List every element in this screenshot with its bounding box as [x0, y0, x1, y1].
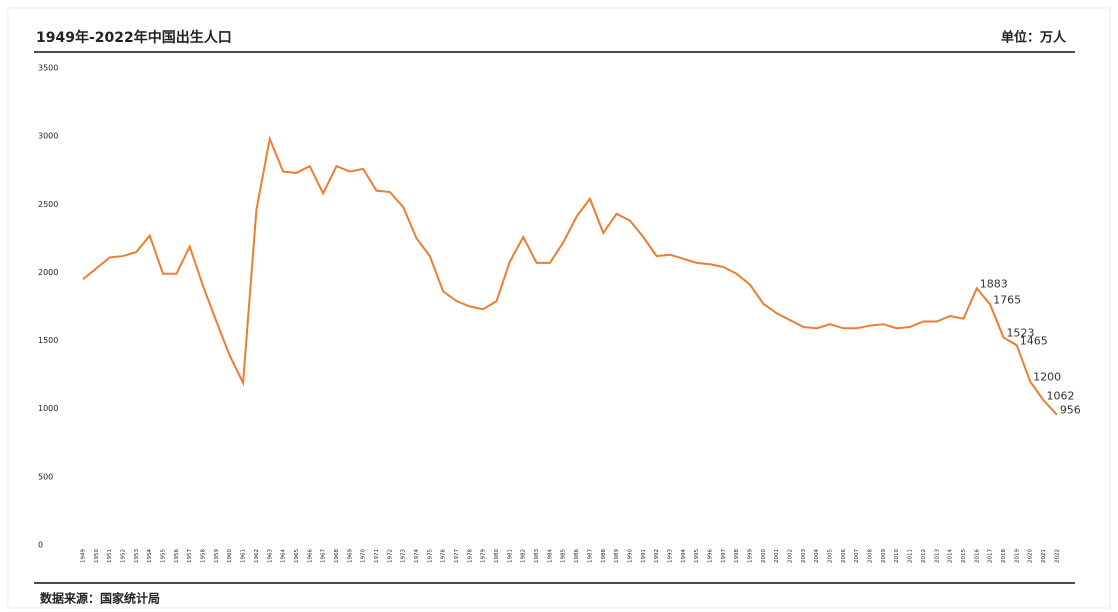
x-tick-label: 1996	[707, 549, 713, 563]
x-tick-label: 1952	[121, 549, 127, 563]
x-tick-label: 2005	[828, 549, 834, 563]
x-tick-label: 2020	[1028, 549, 1034, 563]
x-tick-label: 2021	[1041, 549, 1047, 563]
x-tick-label: 1972	[387, 549, 393, 563]
x-tick-label: 1995	[694, 549, 700, 563]
x-tick-label: 1970	[361, 549, 367, 563]
x-tick-label: 1988	[601, 549, 607, 563]
x-tick-label: 1960	[227, 549, 233, 563]
x-tick-label: 1978	[467, 549, 473, 563]
x-tick-label: 1961	[241, 549, 247, 563]
unit-label: 单位：万人	[1001, 30, 1067, 46]
x-tick-label: 1957	[187, 549, 193, 563]
x-tick-label: 1967	[321, 549, 327, 563]
x-tick-label: 1964	[281, 549, 287, 563]
x-tick-label: 2008	[868, 549, 874, 563]
y-tick-label: 1000	[38, 404, 58, 413]
x-tick-label: 1997	[721, 549, 727, 563]
x-tick-label: 1983	[534, 549, 540, 563]
y-tick-label: 3000	[38, 132, 58, 141]
x-tick-label: 1962	[254, 549, 260, 563]
x-tick-label: 1993	[667, 549, 673, 563]
x-tick-label: 1982	[521, 549, 527, 563]
x-tick-label: 2016	[974, 549, 980, 563]
x-tick-label: 1966	[307, 549, 313, 563]
x-tick-label: 1963	[267, 549, 273, 563]
x-tick-label: 1980	[494, 549, 500, 563]
x-tick-label: 1973	[401, 549, 407, 563]
data-label: 1062	[1046, 389, 1074, 402]
x-tick-label: 1969	[347, 549, 353, 563]
chart-title: 1949年-2022年中国出生人口	[36, 29, 232, 46]
x-tick-label: 1985	[561, 549, 567, 563]
x-tick-label: 1959	[214, 549, 220, 563]
x-tick-label: 2004	[814, 549, 820, 563]
x-tick-label: 2006	[841, 549, 847, 563]
x-tick-label: 1984	[547, 549, 553, 563]
frame	[7, 7, 1111, 609]
x-tick-label: 1999	[748, 549, 754, 563]
x-tick-label: 1989	[614, 549, 620, 563]
y-tick-label: 500	[38, 472, 53, 481]
x-tick-label: 2003	[801, 549, 807, 563]
x-tick-label: 2014	[948, 549, 954, 563]
x-tick-label: 1990	[627, 549, 633, 563]
x-tick-label: 1955	[161, 549, 167, 563]
x-tick-label: 2013	[934, 549, 940, 563]
x-tick-label: 2017	[988, 549, 994, 563]
x-tick-label: 1994	[681, 549, 687, 563]
x-tick-label: 2000	[761, 549, 767, 563]
data-label: 1523	[1006, 326, 1034, 339]
line-series	[82, 135, 1058, 416]
y-tick-label: 2000	[38, 268, 58, 277]
x-tick-label: 1986	[574, 549, 580, 563]
x-tick-label: 1991	[641, 549, 647, 563]
x-tick-label: 1956	[174, 549, 180, 563]
x-tick-label: 1953	[134, 549, 140, 563]
x-tick-label: 1968	[334, 549, 340, 563]
x-tick-label: 1992	[654, 549, 660, 563]
x-tick-label: 1971	[374, 549, 380, 563]
data-label: 956	[1060, 404, 1081, 417]
x-tick-label: 2022	[1054, 549, 1060, 563]
x-tick-label: 2002	[788, 549, 794, 563]
x-tick-label: 1998	[734, 549, 740, 563]
x-tick-label: 2011	[908, 549, 914, 563]
data-label: 1200	[1033, 370, 1061, 383]
x-tick-label: 2010	[894, 549, 900, 563]
x-tick-label: 1981	[507, 549, 513, 563]
y-tick-label: 2500	[38, 200, 58, 209]
x-tick-label: 2001	[774, 549, 780, 563]
y-tick-label: 3500	[38, 64, 58, 73]
x-tick-label: 1987	[587, 549, 593, 563]
x-tick-label: 1976	[441, 549, 447, 563]
x-tick-label: 2019	[1014, 549, 1020, 563]
y-tick-label: 0	[38, 541, 43, 550]
x-tick-label: 2009	[881, 549, 887, 563]
x-tick-label: 1951	[107, 549, 113, 563]
x-tick-label: 1958	[201, 549, 207, 563]
x-tick-label: 1949	[81, 549, 87, 563]
y-tick-label: 1500	[38, 336, 58, 345]
data-label: 1765	[993, 293, 1021, 306]
x-tick-label: 1965	[294, 549, 300, 563]
x-tick-label: 2007	[854, 549, 860, 563]
x-tick-label: 1975	[427, 549, 433, 563]
data-label: 1465	[1020, 334, 1048, 347]
x-tick-label: 2015	[961, 549, 967, 563]
x-tick-label: 1974	[414, 549, 420, 563]
x-tick-label: 1954	[147, 549, 153, 563]
x-tick-label: 2012	[921, 549, 927, 563]
x-tick-label: 2018	[1001, 549, 1007, 563]
source-note: 数据来源：国家统计局	[40, 591, 160, 606]
x-tick-label: 1950	[94, 549, 100, 563]
x-tick-label: 1977	[454, 549, 460, 563]
data-label: 1883	[980, 277, 1008, 290]
x-tick-label: 1979	[481, 549, 487, 563]
